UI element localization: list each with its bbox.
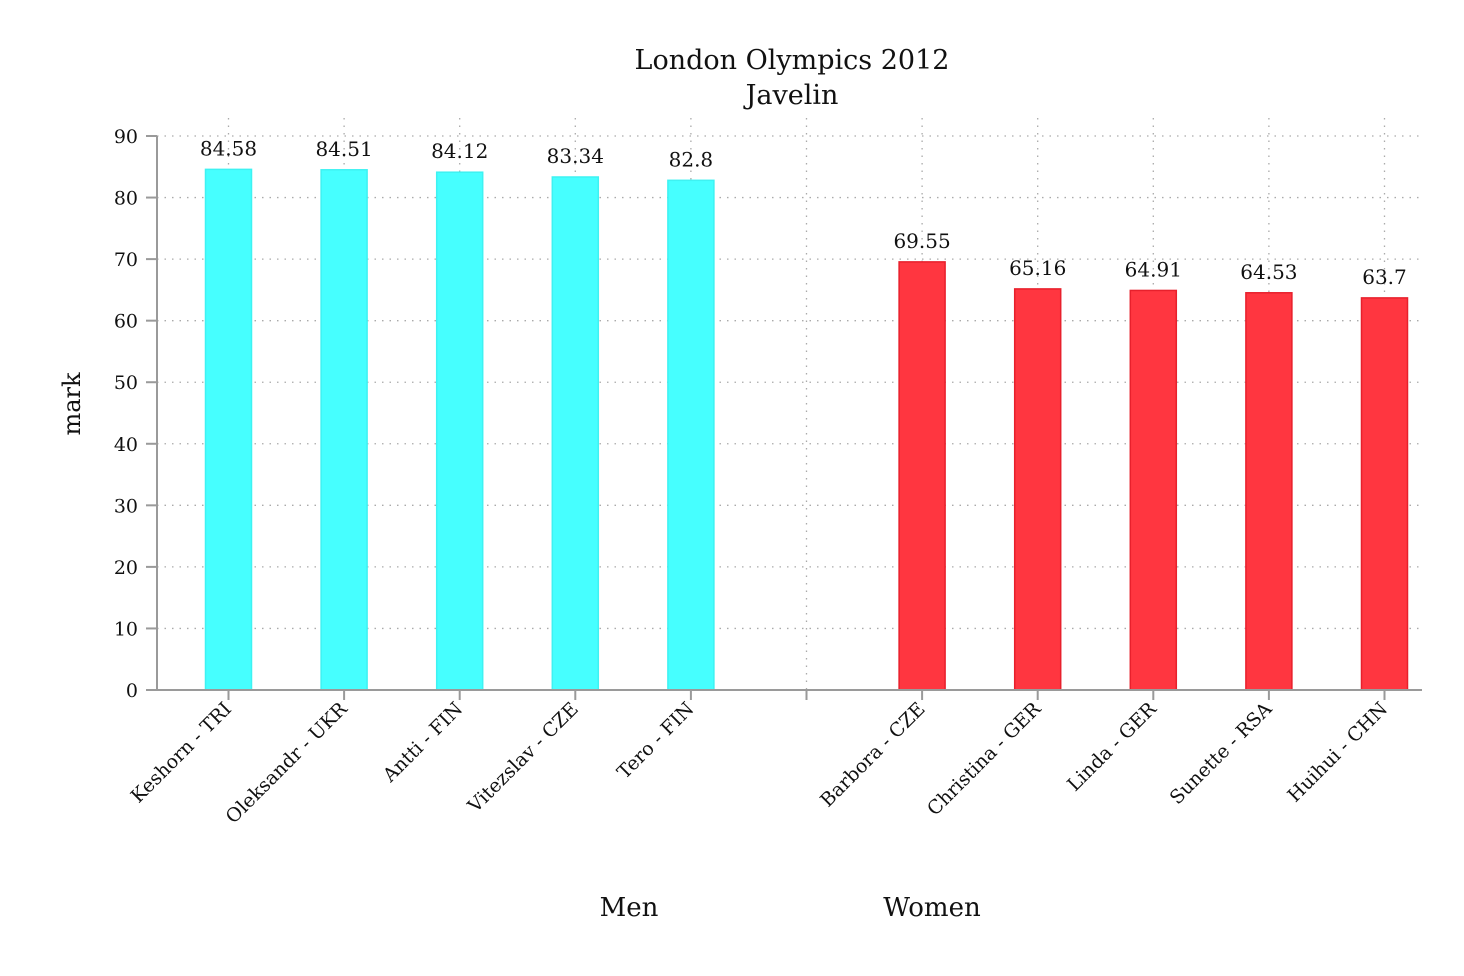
bar xyxy=(435,171,484,691)
y-tick-label: 80 xyxy=(114,188,138,210)
bar xyxy=(1129,289,1178,691)
bar xyxy=(667,179,715,691)
value-label: 64.91 xyxy=(1125,257,1182,281)
x-tick-label: Oleksandr - UKR xyxy=(222,697,353,828)
x-tick-label: Keshorn - TRI xyxy=(127,698,236,807)
group-label: Men xyxy=(600,893,659,923)
value-label: 84.51 xyxy=(315,137,372,161)
chart-subtitle: Javelin xyxy=(743,80,839,111)
x-tick-label: Linda - GER xyxy=(1063,697,1161,795)
value-label: 82.8 xyxy=(669,147,714,171)
y-tick-label: 70 xyxy=(114,249,138,271)
y-tick-label: 90 xyxy=(114,126,138,148)
bar xyxy=(551,176,600,691)
value-label: 64.53 xyxy=(1240,260,1297,284)
y-tick-label: 20 xyxy=(114,557,138,579)
group-label: Women xyxy=(883,893,981,923)
value-label: 84.58 xyxy=(200,136,257,160)
x-tick-label: Huihui - CHN xyxy=(1283,698,1392,807)
x-tick-label: Vitezslav - CZE xyxy=(463,698,583,818)
axis-layer: 0 10 20 30 40 50 60 70 80 90 xyxy=(114,126,1422,702)
y-tick-label: 10 xyxy=(114,618,138,640)
label-layer: 84.58 Keshorn - TRI 84.51 Oleksandr - UKR 84… xyxy=(127,136,1407,923)
y-tick-label: 0 xyxy=(126,680,138,702)
y-tick-label: 40 xyxy=(114,434,138,456)
y-tick-label: 30 xyxy=(114,495,138,517)
value-label: 84.12 xyxy=(431,139,488,163)
y-tick-label: 60 xyxy=(114,311,138,333)
value-label: 69.55 xyxy=(893,229,950,253)
bar xyxy=(1245,292,1293,691)
bar xyxy=(1013,288,1062,691)
x-tick-label: Christina - GER xyxy=(923,697,1046,820)
value-label: 63.7 xyxy=(1362,265,1407,289)
bar xyxy=(204,168,253,691)
y-tick-label: 50 xyxy=(114,372,138,394)
bar xyxy=(1360,297,1409,691)
bar xyxy=(898,261,946,691)
value-label: 65.16 xyxy=(1009,256,1066,280)
bar xyxy=(320,169,368,691)
bar-layer xyxy=(204,168,1409,691)
x-tick-label: Antti - FIN xyxy=(378,698,467,787)
y-axis-label: mark xyxy=(58,372,86,436)
value-label: 83.34 xyxy=(547,144,604,168)
x-tick-label: Tero - FIN xyxy=(613,698,698,783)
chart-title: London Olympics 2012 xyxy=(635,45,950,76)
x-tick-label: Sunette - RSA xyxy=(1166,698,1277,809)
x-tick-label: Barbora - CZE xyxy=(816,698,929,811)
